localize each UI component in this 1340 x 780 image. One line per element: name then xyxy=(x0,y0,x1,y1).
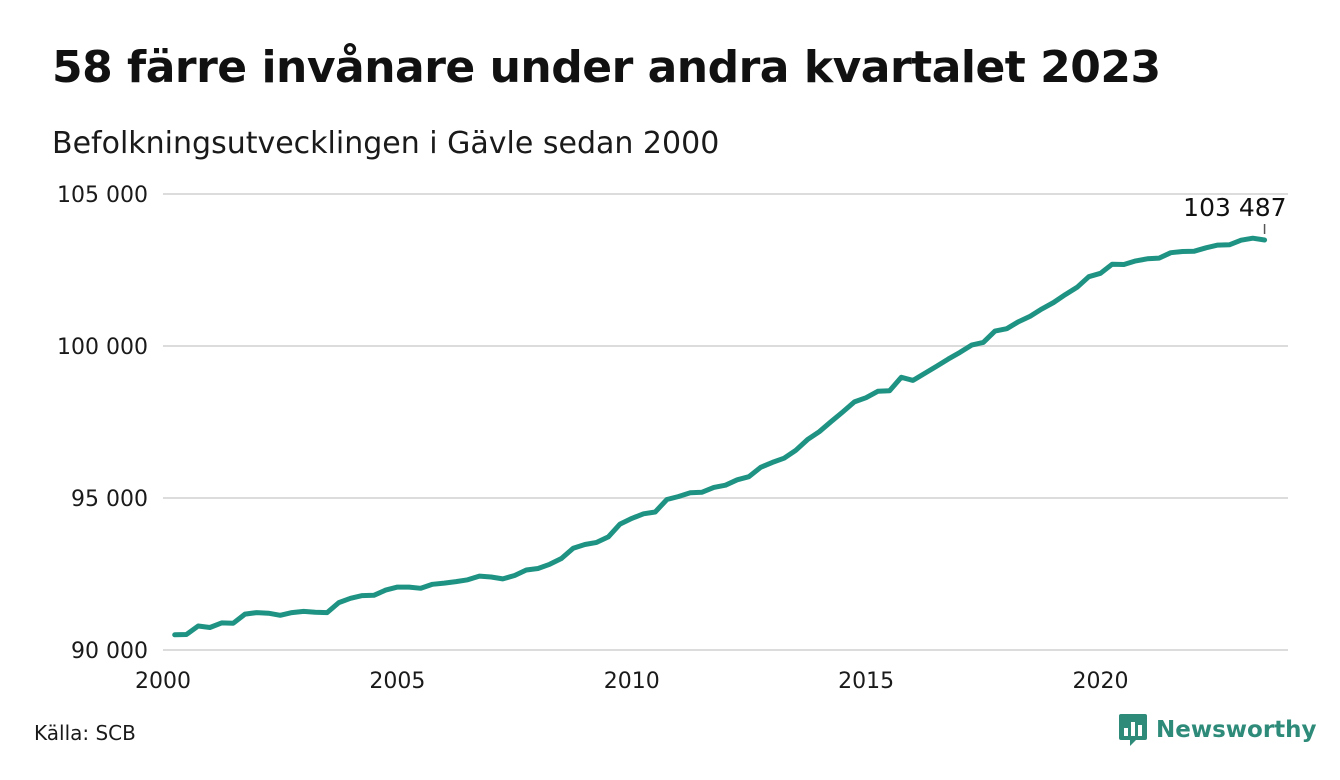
chart-title: 58 färre invånare under andra kvartalet … xyxy=(52,42,1161,93)
gridlines xyxy=(163,193,1288,651)
series-layer xyxy=(172,235,1268,638)
y-tick-label: 95 000 xyxy=(71,487,148,512)
y-tick-label: 90 000 xyxy=(71,639,148,664)
x-tick-label: 2010 xyxy=(604,669,660,694)
y-axis-tick-labels: 90 000 95 000 100 000 105 000 xyxy=(57,183,148,664)
x-axis-tick-labels: 2000 2005 2010 2015 2020 xyxy=(135,669,1129,694)
x-tick-label: 2005 xyxy=(369,669,425,694)
y-tick-label: 100 000 xyxy=(57,335,148,360)
x-tick-label: 2000 xyxy=(135,669,191,694)
population-series-line xyxy=(172,235,1268,638)
newsworthy-logo: Newsworthy xyxy=(1118,713,1317,747)
chart-subtitle: Befolkningsutvecklingen i Gävle sedan 20… xyxy=(52,126,720,161)
newsworthy-logo-icon xyxy=(1119,714,1147,746)
source-note: Källa: SCB xyxy=(34,721,136,745)
y-tick-label: 105 000 xyxy=(57,183,148,208)
annotation-layer: 103 487 xyxy=(1183,193,1287,234)
x-tick-label: 2020 xyxy=(1073,669,1129,694)
newsworthy-logo-text: Newsworthy xyxy=(1156,717,1317,743)
x-tick-label: 2015 xyxy=(838,669,894,694)
end-value-label: 103 487 xyxy=(1183,193,1286,222)
